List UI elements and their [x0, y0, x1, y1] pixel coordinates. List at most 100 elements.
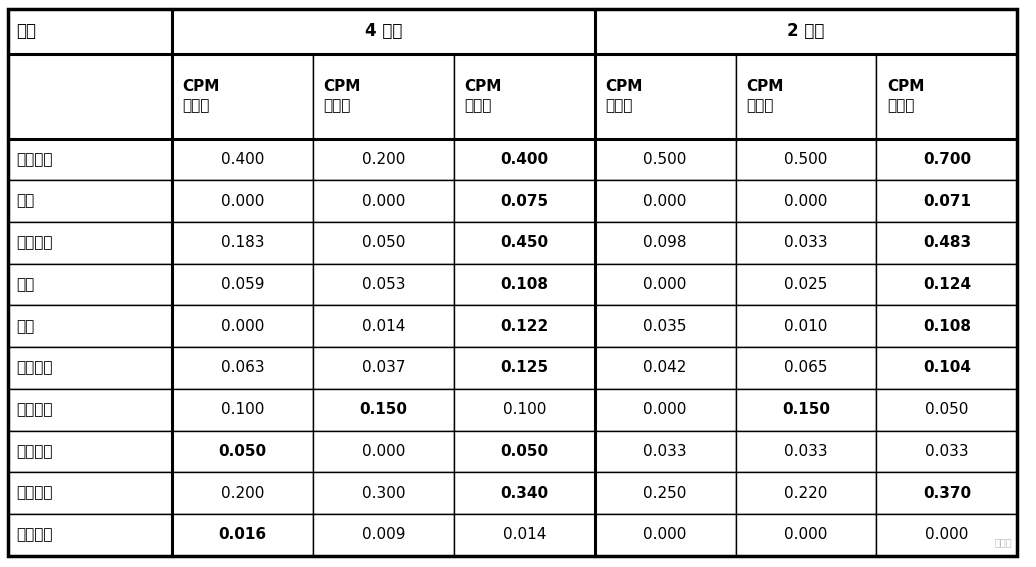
Bar: [172, 264, 313, 306]
Bar: [8, 9, 172, 53]
Text: 0.035: 0.035: [643, 319, 687, 334]
Text: 0.037: 0.037: [362, 361, 405, 375]
Text: 4 样本: 4 样本: [365, 22, 402, 40]
Text: CPM
（大）: CPM （大）: [464, 79, 501, 113]
Bar: [736, 514, 876, 556]
Text: 0.100: 0.100: [221, 402, 264, 417]
Text: 0.000: 0.000: [643, 527, 687, 542]
Bar: [8, 138, 172, 180]
Bar: [172, 9, 595, 53]
Bar: [454, 53, 595, 138]
Text: 0.000: 0.000: [643, 277, 687, 292]
Text: 2 样本: 2 样本: [787, 22, 825, 40]
Text: 0.063: 0.063: [221, 361, 264, 375]
Bar: [595, 389, 736, 430]
Text: 0.010: 0.010: [784, 319, 828, 334]
Text: 0.500: 0.500: [784, 152, 828, 167]
Bar: [736, 430, 876, 472]
Text: 0.050: 0.050: [362, 235, 405, 251]
Bar: [454, 472, 595, 514]
Bar: [313, 514, 454, 556]
Text: 所在国家: 所在国家: [17, 444, 53, 459]
Bar: [595, 138, 736, 180]
Bar: [595, 430, 736, 472]
Text: 0.200: 0.200: [362, 152, 405, 167]
Text: 0.000: 0.000: [784, 527, 828, 542]
Text: 量子位: 量子位: [995, 537, 1012, 547]
Bar: [454, 514, 595, 556]
Text: 0.000: 0.000: [643, 402, 687, 417]
Text: CPM
（中）: CPM （中）: [746, 79, 783, 113]
Text: 0.200: 0.200: [221, 485, 264, 501]
Text: 0.700: 0.700: [923, 152, 971, 167]
Bar: [8, 347, 172, 389]
Text: 0.053: 0.053: [362, 277, 405, 292]
Text: 0.483: 0.483: [923, 235, 971, 251]
Text: 0.122: 0.122: [500, 319, 548, 334]
Text: 0.150: 0.150: [359, 402, 407, 417]
Text: 主要工艺: 主要工艺: [17, 152, 53, 167]
Bar: [313, 53, 454, 138]
Bar: [736, 138, 876, 180]
Bar: [8, 222, 172, 264]
Text: 0.033: 0.033: [784, 444, 828, 459]
Bar: [8, 264, 172, 306]
Bar: [736, 180, 876, 222]
Bar: [595, 180, 736, 222]
Bar: [876, 222, 1017, 264]
Bar: [454, 222, 595, 264]
Text: 0.104: 0.104: [923, 361, 971, 375]
Text: 0.033: 0.033: [925, 444, 969, 459]
Bar: [595, 53, 736, 138]
Text: CPM
（中）: CPM （中）: [323, 79, 361, 113]
Bar: [8, 53, 172, 138]
Text: 0.033: 0.033: [643, 444, 687, 459]
Text: 0.108: 0.108: [500, 277, 548, 292]
Bar: [595, 264, 736, 306]
Bar: [172, 222, 313, 264]
Bar: [736, 389, 876, 430]
Text: 0.500: 0.500: [643, 152, 687, 167]
Bar: [876, 389, 1017, 430]
Text: 0.125: 0.125: [500, 361, 548, 375]
Bar: [595, 9, 1017, 53]
Text: 主要作物: 主要作物: [17, 402, 53, 417]
Text: CPM
（小）: CPM （小）: [182, 79, 220, 113]
Text: 0.150: 0.150: [782, 402, 830, 417]
Bar: [454, 347, 595, 389]
Bar: [313, 264, 454, 306]
Text: 0.124: 0.124: [923, 277, 971, 292]
Bar: [736, 53, 876, 138]
Text: 0.183: 0.183: [221, 235, 264, 251]
Text: 0.065: 0.065: [784, 361, 828, 375]
Text: 0.400: 0.400: [500, 152, 548, 167]
Bar: [172, 430, 313, 472]
Bar: [172, 138, 313, 180]
Bar: [454, 138, 595, 180]
Bar: [595, 514, 736, 556]
Bar: [876, 53, 1017, 138]
Text: 全名: 全名: [17, 319, 35, 334]
Bar: [172, 306, 313, 347]
Text: 0.042: 0.042: [643, 361, 687, 375]
Bar: [313, 306, 454, 347]
Text: 0.220: 0.220: [784, 485, 828, 501]
Bar: [313, 472, 454, 514]
Text: CPM
（小）: CPM （小）: [605, 79, 642, 113]
Text: 0.300: 0.300: [362, 485, 405, 501]
Bar: [876, 306, 1017, 347]
Text: 0.050: 0.050: [219, 444, 266, 459]
Text: 0.025: 0.025: [784, 277, 828, 292]
Text: 0.000: 0.000: [362, 444, 405, 459]
Text: 0.100: 0.100: [502, 402, 546, 417]
Bar: [876, 138, 1017, 180]
Bar: [876, 347, 1017, 389]
Bar: [876, 472, 1017, 514]
Text: 涉及领域: 涉及领域: [17, 361, 53, 375]
Bar: [876, 430, 1017, 472]
Text: 学科: 学科: [17, 277, 35, 292]
Bar: [454, 306, 595, 347]
Bar: [172, 514, 313, 556]
Bar: [313, 180, 454, 222]
Text: 0.000: 0.000: [221, 319, 264, 334]
